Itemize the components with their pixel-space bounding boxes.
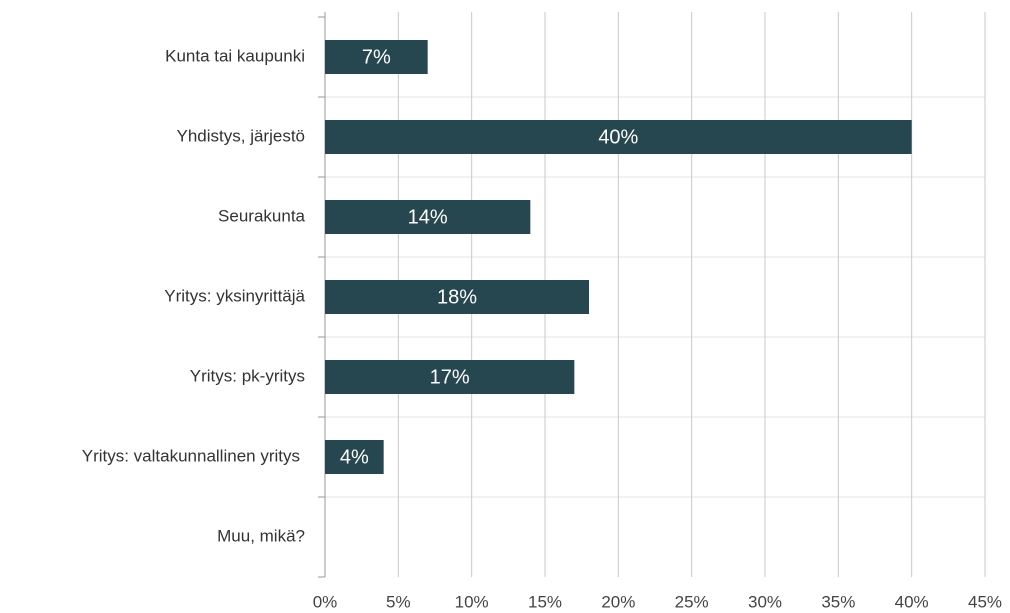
y-tick-label: Yritys: valtakunnallinen yritys — [82, 446, 300, 465]
x-tick-label: 35% — [821, 592, 855, 611]
value-label: 18% — [437, 286, 477, 308]
x-tick-label: 0% — [313, 592, 338, 611]
value-label: 17% — [430, 366, 470, 388]
y-tick-label: Yhdistys, järjestö — [177, 126, 306, 145]
x-tick-label: 10% — [455, 592, 489, 611]
value-label: 14% — [408, 206, 448, 228]
y-tick-label: Yritys: pk-yritys — [190, 366, 305, 385]
x-tick-label: 5% — [386, 592, 411, 611]
y-tick-label: Muu, mikä? — [217, 526, 305, 545]
bar — [325, 280, 589, 314]
x-tick-label: 20% — [601, 592, 635, 611]
x-tick-label: 45% — [968, 592, 1002, 611]
y-tick-label: Kunta tai kaupunki — [165, 46, 305, 65]
bar — [325, 120, 912, 154]
bar — [325, 360, 575, 394]
value-label: 40% — [598, 126, 638, 148]
x-tick-label: 25% — [675, 592, 709, 611]
y-tick-label: Seurakunta — [218, 206, 305, 225]
bar — [325, 440, 384, 474]
x-tick-label: 40% — [895, 592, 929, 611]
bar — [325, 40, 428, 74]
x-tick-label: 15% — [528, 592, 562, 611]
y-tick-label: Yritys: yksinyrittäjä — [164, 286, 305, 305]
value-label: 7% — [362, 46, 391, 68]
x-tick-label: 30% — [748, 592, 782, 611]
value-label: 4% — [340, 446, 369, 468]
bar — [325, 200, 531, 234]
